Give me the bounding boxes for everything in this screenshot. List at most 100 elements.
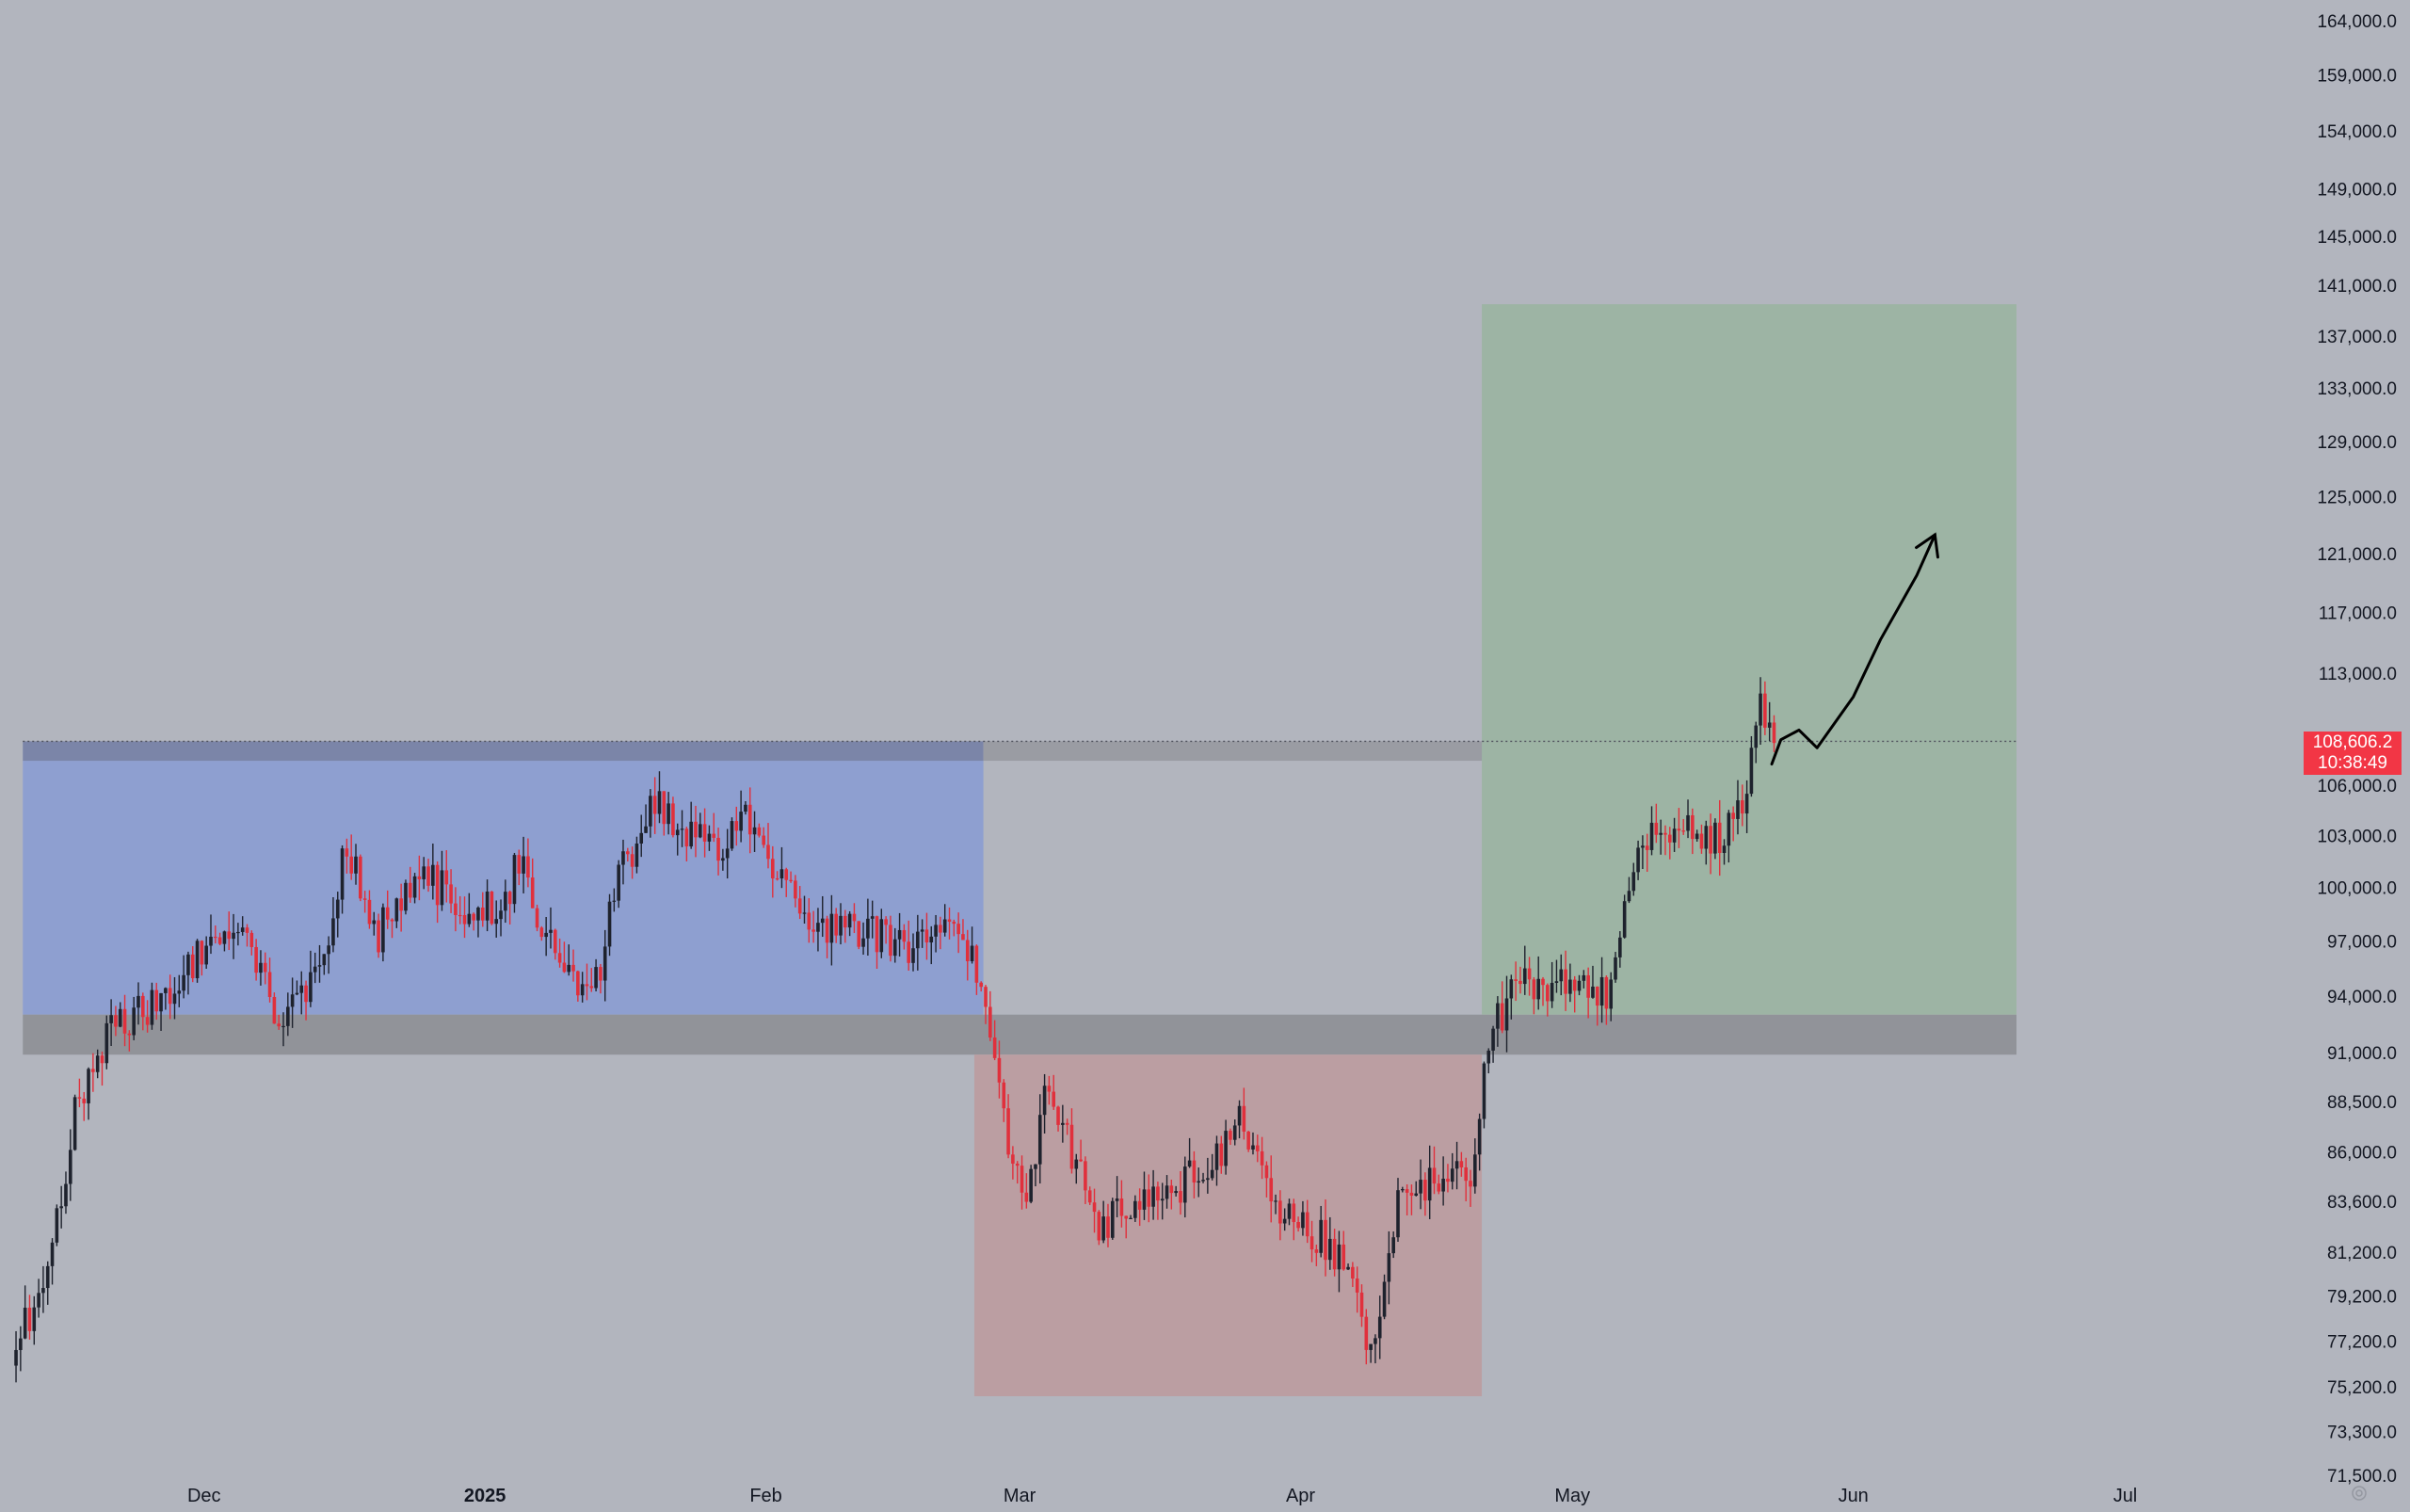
candle-body [1631,872,1636,892]
candle-body [802,912,807,914]
candle-body [1156,1186,1160,1201]
candle-body [1504,998,1509,1031]
candle-body [544,932,548,938]
candle-body [1559,969,1564,982]
candle-body [82,1098,87,1103]
candle-body [942,919,947,933]
candle-body [404,882,408,911]
candle-body [394,898,399,922]
candle-body [512,855,517,905]
candle-body [1446,1178,1450,1182]
candle-body [879,919,884,953]
candle-body [1224,1131,1228,1166]
candle-body [929,936,934,943]
candle-body [1374,1338,1377,1344]
candle-body [190,954,195,979]
price-tick-label: 79,200.0 [2327,1288,2397,1308]
candle-body [236,931,240,934]
candle-body [1047,1086,1052,1092]
candle-body [1359,1292,1364,1317]
candle-body [571,964,575,972]
candle-body [1681,830,1686,832]
candle-body [897,929,902,940]
candle-body [304,985,308,1003]
candle-body [1582,974,1586,981]
candle-body [811,929,815,932]
candle-body [367,899,372,925]
candle-body [1278,1200,1282,1224]
settings-icon[interactable] [2350,1484,2369,1503]
candle-body [1414,1193,1419,1196]
candle-body [1237,1105,1242,1126]
candle-body [1564,969,1567,994]
candle-body [1654,822,1659,835]
candle-body [172,993,177,1005]
price-tick-label: 154,000.0 [2317,122,2397,142]
candle-body [507,892,512,905]
candle-body [1454,1161,1459,1169]
candle-body [87,1069,90,1103]
candle-body [390,919,394,922]
price-axis[interactable]: 164,000.0 159,000.0 154,000.0 149,000.0 145,… [2317,12,2397,1487]
candle-body [721,858,725,861]
candle-body [984,987,988,1007]
candle-body [345,848,349,857]
candle-body [494,919,499,925]
candle-body [168,988,172,1005]
candle-body [1767,722,1772,728]
range-zone [23,761,984,1015]
time-axis[interactable]: Dec 2025 Feb Mar Apr May Jun Jul [187,1486,2137,1506]
candle-body [617,864,620,901]
candle-body [1037,1115,1042,1165]
candle-body [844,915,847,928]
candle-body [295,992,299,995]
candle-body [41,1288,45,1294]
candle-body [1672,828,1677,843]
candle-body [1754,725,1759,748]
candle-body [789,879,793,881]
candle-body [639,832,644,844]
candle-body [145,1017,150,1025]
candle-body [779,869,784,878]
candle-body [625,851,630,855]
candle-body [702,824,707,842]
candle-body [1369,1343,1373,1350]
candle-body [412,876,417,898]
projection-path [1770,533,1936,766]
candle-body [1264,1165,1269,1179]
candle-body [127,1033,132,1036]
candle-body [652,796,657,814]
price-tick-label: 73,300.0 [2327,1424,2397,1443]
price-tick-label: 77,200.0 [2327,1332,2397,1352]
candle-body [911,948,915,963]
candle-body [1287,1203,1292,1219]
candle-body [232,932,235,940]
candle-body [657,791,662,814]
candle-body [377,920,380,953]
candle-body [476,907,480,921]
price-tick-label: 103,000.0 [2317,828,2397,847]
candle-body [1387,1253,1391,1282]
price-tick-label: 141,000.0 [2317,277,2397,297]
candle-body [1464,1166,1468,1182]
candle-body [1210,1169,1214,1179]
candle-body [104,1022,109,1064]
candle-body [1052,1091,1056,1107]
candle-body [716,837,720,861]
candle-body [1011,1154,1015,1164]
candle-body [988,1006,992,1038]
candle-body [1110,1200,1115,1238]
candle-body [907,941,910,963]
candle-body [195,941,200,979]
time-tick-label: Mar [1004,1486,1036,1506]
candle-body [1709,826,1712,854]
candle-body [939,925,942,933]
candle-body [916,931,920,949]
candle-body [249,932,254,947]
candle-body [553,929,557,954]
candle-body [671,803,675,836]
candle-body [1740,800,1744,814]
candle-body [1695,833,1699,840]
